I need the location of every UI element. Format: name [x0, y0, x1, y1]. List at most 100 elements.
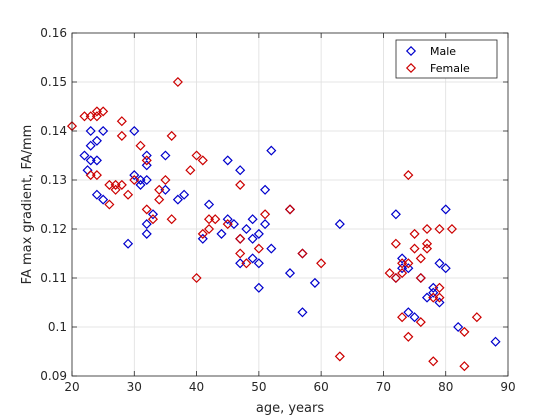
female-point	[104, 199, 115, 210]
male-point	[241, 223, 252, 235]
male-point	[247, 233, 258, 244]
female-point	[284, 204, 296, 215]
female-point	[98, 106, 109, 117]
legend-marker-female	[405, 62, 417, 74]
female-point	[421, 223, 433, 235]
male-point	[309, 277, 320, 288]
male-point	[434, 297, 445, 308]
male-point	[141, 219, 152, 230]
female-point	[471, 312, 482, 323]
female-point	[434, 282, 445, 293]
female-point	[166, 214, 177, 225]
male-point	[203, 199, 215, 210]
female-point	[154, 184, 165, 195]
female-point	[210, 214, 221, 225]
x-tick-label: 60	[314, 380, 329, 394]
female-point	[409, 228, 420, 239]
male-point	[141, 160, 152, 171]
female-point	[297, 248, 308, 259]
x-tick-label: 90	[500, 380, 515, 394]
male-point	[266, 243, 277, 254]
male-point	[403, 307, 414, 318]
male-point	[247, 214, 258, 225]
y-tick-label: 0.1	[48, 320, 67, 334]
data-points	[66, 76, 501, 372]
female-point	[446, 223, 457, 235]
female-point	[235, 233, 246, 244]
female-point	[91, 170, 102, 181]
axes-box	[71, 32, 509, 377]
y-tick-label: 0.12	[40, 222, 67, 236]
female-point	[116, 116, 127, 127]
female-point	[409, 243, 420, 254]
male-point	[129, 125, 140, 137]
x-tick-label: 50	[251, 380, 266, 394]
female-point	[166, 130, 177, 141]
female-point	[334, 351, 345, 362]
male-point	[91, 155, 102, 166]
female-point	[235, 248, 246, 259]
male-point	[141, 150, 152, 161]
male-point	[397, 253, 408, 264]
female-point	[129, 174, 140, 186]
female-point	[191, 150, 202, 161]
male-point	[260, 219, 271, 230]
male-point	[141, 174, 152, 186]
female-point	[110, 184, 121, 195]
axis-ticks: 20 30 40 50 60 70 80 90 0.09 0.1 0.11 0.12 0.13 0.14 0…	[40, 26, 515, 394]
female-point	[397, 268, 408, 279]
male-point	[253, 258, 264, 269]
male-point	[428, 287, 439, 298]
male-point	[490, 336, 501, 347]
x-tick-label: 30	[127, 380, 142, 394]
female-point	[421, 238, 433, 249]
male-point	[85, 125, 96, 137]
legend-box	[395, 39, 498, 79]
male-point	[147, 209, 159, 220]
male-point	[216, 228, 227, 239]
male-point	[91, 189, 102, 200]
y-tick-label: 0.16	[40, 26, 67, 40]
legend-label-male: Male	[430, 45, 456, 58]
male-point	[222, 214, 233, 225]
male-point	[434, 258, 445, 269]
female-point	[123, 189, 134, 200]
female-point	[415, 253, 426, 264]
male-point	[91, 135, 102, 146]
female-point	[428, 356, 439, 367]
male-point	[260, 184, 271, 195]
x-tick-label: 80	[438, 380, 453, 394]
female-point	[415, 272, 426, 284]
female-point	[390, 272, 401, 284]
female-point	[172, 76, 183, 88]
male-point	[403, 263, 414, 274]
y-axis-label: FA max gradient, FA/mm	[20, 125, 35, 285]
y-tick-label: 0.15	[40, 75, 67, 89]
male-point	[253, 282, 264, 293]
female-point	[141, 155, 152, 166]
legend: Male Female	[395, 39, 498, 79]
male-point	[123, 238, 134, 249]
male-point	[98, 194, 109, 205]
male-point	[409, 312, 420, 323]
x-tick-label: 40	[189, 380, 204, 394]
male-point	[266, 145, 277, 156]
x-tick-label: 70	[376, 380, 391, 394]
female-point	[241, 258, 252, 269]
female-point	[316, 258, 327, 269]
female-point	[421, 243, 433, 254]
male-point	[98, 125, 109, 137]
male-point	[141, 228, 152, 239]
female-point	[390, 238, 401, 249]
x-tick-label: 20	[64, 380, 79, 394]
female-point	[197, 155, 208, 166]
male-point	[334, 219, 345, 230]
legend-marker-male	[405, 45, 417, 57]
male-point	[79, 150, 90, 161]
y-tick-label: 0.13	[40, 173, 67, 187]
female-point	[397, 312, 408, 323]
female-point	[459, 326, 470, 337]
female-point	[415, 317, 426, 328]
male-point	[222, 155, 233, 166]
female-point	[160, 174, 171, 186]
